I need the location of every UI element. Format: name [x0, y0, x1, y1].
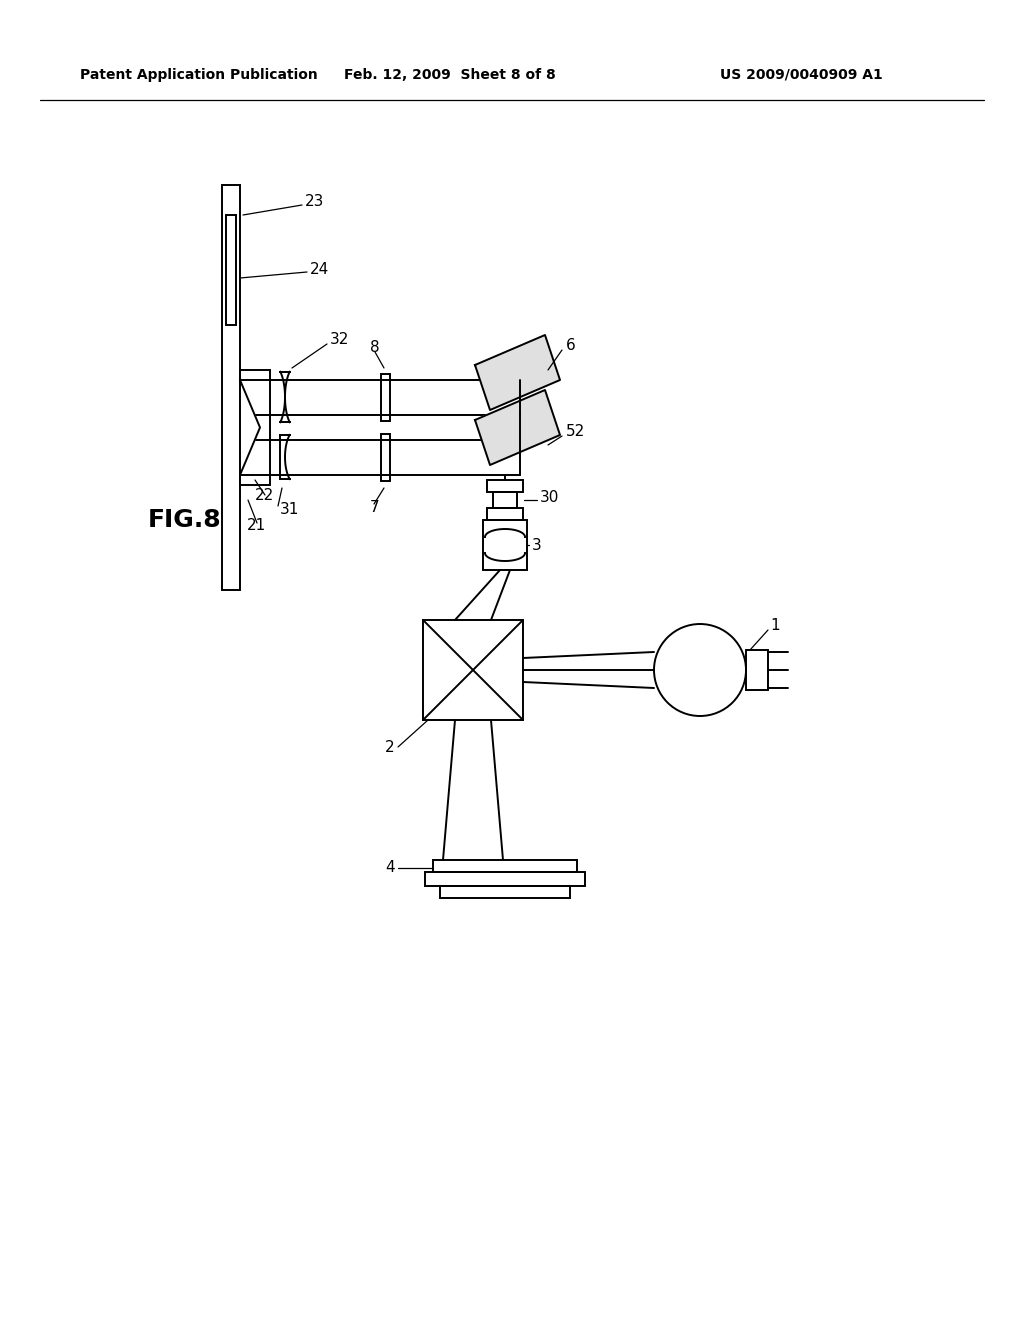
Polygon shape [475, 335, 560, 411]
Bar [483, 520, 527, 570]
Text: Patent Application Publication: Patent Application Publication [80, 69, 317, 82]
Text: 24: 24 [310, 263, 330, 277]
Bar [433, 861, 577, 873]
Bar [423, 620, 523, 719]
Text: FIG.8: FIG.8 [148, 508, 221, 532]
Bar [381, 374, 390, 421]
Bar [425, 873, 585, 886]
Text: 32: 32 [330, 333, 349, 347]
Bar [487, 480, 523, 492]
Text: 23: 23 [305, 194, 325, 210]
Text: 30: 30 [540, 491, 559, 506]
Bar [381, 434, 390, 480]
Bar [226, 215, 236, 325]
Text: 21: 21 [247, 517, 266, 532]
Text: 8: 8 [370, 341, 380, 355]
Text: 2: 2 [385, 741, 394, 755]
Text: 6: 6 [566, 338, 575, 354]
Bar [746, 649, 768, 690]
Bar [487, 508, 523, 520]
Bar [493, 492, 517, 508]
Bar [240, 370, 270, 484]
Text: 4: 4 [385, 861, 394, 875]
Text: 31: 31 [280, 503, 299, 517]
Text: US 2009/0040909 A1: US 2009/0040909 A1 [720, 69, 883, 82]
Text: Feb. 12, 2009  Sheet 8 of 8: Feb. 12, 2009 Sheet 8 of 8 [344, 69, 556, 82]
Text: 3: 3 [532, 537, 542, 553]
Polygon shape [240, 380, 260, 475]
Bar [440, 886, 570, 898]
Text: 52: 52 [566, 425, 586, 440]
Text: 1: 1 [770, 618, 779, 632]
Polygon shape [475, 389, 560, 465]
Text: 7: 7 [370, 500, 380, 516]
Text: 22: 22 [255, 487, 274, 503]
Bar [222, 185, 240, 590]
